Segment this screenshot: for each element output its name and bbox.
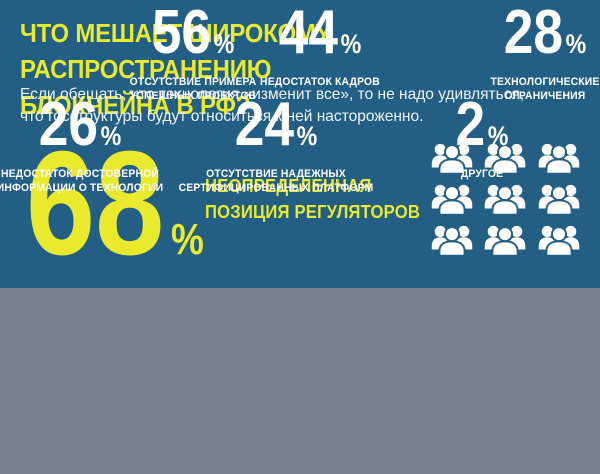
stat-value-row: 2%	[456, 94, 509, 167]
people-group-icon	[485, 225, 526, 257]
people-group-icon	[538, 225, 579, 257]
people-group-icon	[538, 184, 579, 216]
stat-value-row: 26%	[4, 94, 156, 167]
stat-value: 44	[278, 0, 339, 67]
stat-value: 24	[234, 90, 295, 159]
stat-value-row: 24%	[187, 94, 365, 167]
people-group-icon	[431, 143, 473, 175]
stat-value-row: 56%	[135, 2, 251, 75]
people-icon-grid	[428, 140, 584, 258]
stat-lack-of-reliable-info: 26% НЕДОСТАТОК ДОСТОВЕРНОЙ ИНФОРМАЦИИ О …	[0, 94, 169, 195]
stat-staff-shortage: 44% НЕДОСТАТОК КАДРОВ	[256, 2, 384, 90]
percent-sign: %	[213, 29, 235, 59]
stat-technological-limits: 28% ТЕХНОЛОГИЧЕСКИЕ ОГРАНИЧЕНИЯ	[487, 2, 600, 103]
stats-section	[0, 288, 600, 474]
percent-sign: %	[100, 121, 122, 151]
percent-sign: %	[487, 121, 509, 151]
people-group-icon	[431, 225, 473, 257]
stat-value: 2	[455, 90, 486, 159]
stat-value: 26	[38, 90, 99, 159]
header-section: ЧТО МЕШАЕТ ШИРОКОМУ РАСПРОСТРАНЕНИЮ БЛОК…	[0, 0, 600, 308]
main-stat-value: 68	[26, 121, 165, 286]
main-stat-label: НЕОПРЕДЕЛЕННАЯ ПОЗИЦИЯ РЕГУЛЯТОРОВ	[205, 175, 421, 222]
percent-sign: %	[296, 121, 318, 151]
stat-label: ТЕХНОЛОГИЧЕСКИЕ ОГРАНИЧЕНИЯ	[490, 76, 600, 102]
page-subtitle: Если обещать, что технология «изменит вс…	[20, 86, 525, 125]
percent-sign: %	[565, 29, 587, 59]
stat-other: 2% ДРУГОЕ	[451, 94, 513, 182]
percent-sign: %	[340, 29, 362, 59]
stat-no-certified-platforms: 24% ОТСУТСТВИЕ НАДЕЖНЫХ СЕРТИФИЦИРОВАННЫ…	[172, 94, 379, 195]
stat-value-row: 44%	[265, 2, 375, 75]
stat-no-successful-projects: 56% ОТСУТСТВИЕ ПРИМЕРА УСПЕШНЫХ ПРОЕКТОВ	[126, 2, 261, 103]
stat-value-row: 28%	[495, 2, 595, 75]
stat-value: 28	[503, 0, 564, 67]
main-stat-value-row: 68%	[26, 130, 204, 278]
stat-label: ОТСУТСТВИЕ НАДЕЖНЫХ СЕРТИФИЦИРОВАННЫХ ПЛ…	[178, 168, 374, 194]
people-group-icon	[485, 143, 526, 175]
people-group-icon	[485, 184, 526, 216]
stat-label: ОТСУТСТВИЕ ПРИМЕРА УСПЕШНЫХ ПРОЕКТОВ	[129, 76, 257, 102]
stat-label: НЕДОСТАТОК КАДРОВ	[260, 76, 380, 88]
people-group-icon	[431, 184, 473, 216]
stat-label: НЕДОСТАТОК ДОСТОВЕРНОЙ ИНФОРМАЦИИ О ТЕХН…	[0, 168, 164, 194]
page-title: ЧТО МЕШАЕТ ШИРОКОМУ РАСПРОСТРАНЕНИЮ БЛОК…	[20, 18, 331, 120]
main-stat-percent-sign: %	[171, 215, 204, 264]
people-group-icon	[538, 143, 579, 175]
stat-label: ДРУГОЕ	[460, 168, 504, 180]
stat-value: 56	[151, 0, 212, 67]
